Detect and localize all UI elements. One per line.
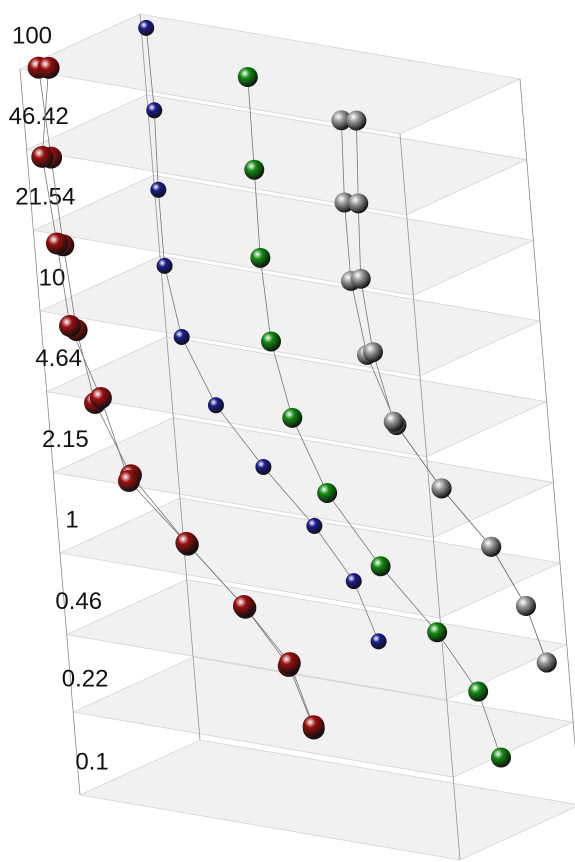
point [491,747,511,768]
point [317,482,338,503]
point [207,397,224,414]
point [515,595,536,616]
z-tick-label: 0.1 [75,748,108,775]
point [173,329,190,346]
point [431,478,452,499]
z-tick-label: 0.46 [55,588,102,615]
tick-plane [58,497,562,619]
point [306,517,323,534]
point [331,110,352,131]
point [59,314,81,337]
point [536,652,557,673]
series-line [247,76,502,758]
z-tick-label: 1 [65,506,78,533]
point [89,386,112,409]
point [244,159,265,180]
z-tick-label: 0.22 [62,665,109,692]
box-edge [19,68,81,796]
box-edge [399,133,461,861]
point [278,652,301,675]
point [370,556,391,577]
tick-plane [38,255,542,377]
point [348,193,369,214]
point [383,411,404,432]
z-tick-label: 100 [12,22,52,49]
box-edge [139,13,201,741]
point [45,232,68,255]
tick-plane [25,94,528,215]
point [468,681,489,702]
point [250,247,271,268]
point [138,19,155,36]
point [156,257,173,274]
z-tick-label: 4.64 [35,345,82,372]
tick-plane [72,656,575,778]
tick-plane [52,417,555,538]
point [31,145,54,168]
point [481,536,502,557]
point [427,622,448,643]
series-line [145,27,379,642]
point [346,110,367,131]
point [370,633,387,650]
z-tick-label: 2.15 [42,426,89,453]
point [37,56,60,79]
z-tick-label: 46.42 [9,103,69,130]
z-tick-label: 10 [39,264,66,291]
point [350,268,371,289]
series-line [41,67,314,727]
point [282,407,303,428]
z-tick-label: 21.54 [15,184,75,211]
point [345,573,362,590]
tick-plane [65,579,568,700]
point [232,595,255,618]
point [175,531,198,554]
point [261,331,281,352]
point [255,458,272,475]
tick-plane [18,13,522,135]
tick-plane [32,175,535,296]
point [117,469,140,492]
box-edge [519,78,575,750]
point [237,67,258,87]
tick-plane [78,739,575,861]
series-line [38,67,315,729]
point [146,102,163,119]
point [363,342,383,363]
point [150,181,167,198]
point [302,715,325,738]
